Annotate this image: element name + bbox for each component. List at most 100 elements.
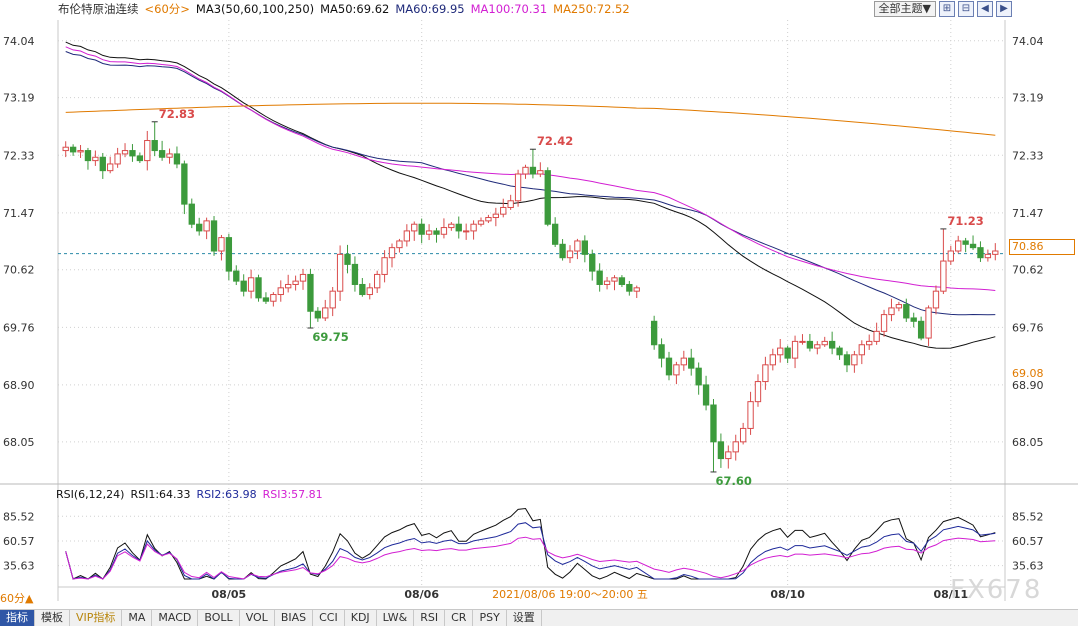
candle-body bbox=[717, 441, 725, 460]
candle-body bbox=[99, 156, 106, 172]
candle-body bbox=[917, 320, 925, 339]
candle-body bbox=[77, 150, 84, 153]
candle-body bbox=[725, 451, 732, 460]
period-label[interactable]: <60分> bbox=[144, 2, 190, 16]
candle-body bbox=[947, 250, 954, 262]
annotation-layer: 72.83 69.75 72.42 67.60 71.23 bbox=[151, 107, 984, 488]
time-axis-label: 08/05 bbox=[212, 588, 247, 601]
candle-body bbox=[665, 357, 673, 376]
candle-body bbox=[114, 153, 121, 165]
candle-body bbox=[336, 253, 344, 292]
candle-body bbox=[969, 243, 977, 249]
candle-body bbox=[873, 330, 880, 342]
candle-body bbox=[529, 166, 537, 175]
candle-body bbox=[799, 340, 806, 343]
price-axis-label-left: 73.19 bbox=[3, 92, 35, 105]
price-axis-label-left: 68.90 bbox=[3, 379, 35, 392]
rsi2-line bbox=[65, 522, 996, 580]
rsi-axis-label-left: 35.63 bbox=[3, 560, 35, 573]
candle-body bbox=[702, 384, 710, 406]
candle-body bbox=[136, 155, 144, 162]
indicator-tab[interactable]: LW& bbox=[377, 610, 415, 626]
move-right-icon[interactable]: ▶ bbox=[996, 1, 1012, 17]
rsi-axis-label-right: 60.57 bbox=[1012, 535, 1044, 548]
candle-body bbox=[225, 237, 233, 272]
low-annotation: 69.75 bbox=[312, 330, 348, 344]
chart-toolbar: 全部主题▼ ⊞ ⊟ ◀ ▶ bbox=[873, 1, 1012, 17]
indicator-tab[interactable]: VIP指标 bbox=[70, 610, 123, 626]
candle-body bbox=[84, 150, 92, 162]
candle-body bbox=[880, 314, 888, 332]
candle-body bbox=[739, 427, 747, 443]
candle-body bbox=[485, 217, 492, 222]
candle-body bbox=[762, 364, 769, 383]
indicator-tab[interactable]: BIAS bbox=[275, 610, 314, 626]
candle-body bbox=[425, 230, 433, 235]
indicator-tab[interactable]: 模板 bbox=[35, 610, 70, 626]
candle-body bbox=[955, 240, 962, 252]
price-axis-label-left: 72.33 bbox=[3, 149, 35, 162]
ma50-value: MA50:69.62 bbox=[320, 2, 390, 16]
candle-body bbox=[507, 200, 514, 208]
candle-body bbox=[514, 173, 522, 202]
candle-body bbox=[351, 263, 359, 285]
price-axis-label-right: 68.90 bbox=[1012, 379, 1044, 392]
candle-body bbox=[732, 441, 739, 453]
candle-body bbox=[903, 304, 910, 319]
indicator-tab[interactable]: KDJ bbox=[345, 610, 377, 626]
indicator-tab[interactable]: CCI bbox=[313, 610, 345, 626]
indicator-tab[interactable]: MACD bbox=[152, 610, 199, 626]
move-left-icon[interactable]: ◀ bbox=[977, 1, 993, 17]
candle-body bbox=[218, 237, 225, 252]
candle-body bbox=[618, 277, 626, 285]
indicator-tab[interactable]: 指标 bbox=[0, 610, 35, 626]
price-axis-label-right: 74.04 bbox=[1012, 35, 1044, 48]
chart-header: 布伦特原油连续 <60分> MA3(50,60,100,250) MA50:69… bbox=[0, 0, 1078, 18]
candle-body bbox=[925, 307, 932, 339]
zoom-out-icon[interactable]: ⊟ bbox=[958, 1, 974, 17]
candle-body bbox=[492, 213, 500, 219]
indicator-tab[interactable]: BOLL bbox=[198, 610, 240, 626]
candle-body bbox=[366, 287, 373, 296]
indicator-tab[interactable]: VOL bbox=[240, 610, 275, 626]
candle-body bbox=[828, 340, 836, 349]
rsi-title[interactable]: RSI(6,12,24) bbox=[56, 487, 125, 501]
theme-select-button[interactable]: 全部主题▼ bbox=[873, 1, 936, 17]
candle-body bbox=[129, 150, 136, 157]
price-axis-label-left: 71.47 bbox=[3, 207, 35, 220]
candle-body bbox=[537, 170, 544, 175]
indicator-tab[interactable]: CR bbox=[445, 610, 474, 626]
candle-body bbox=[566, 250, 574, 259]
axis-layer: 74.04 74.04 73.19 73.19 72.33 72.33 71.47 71.47… bbox=[3, 35, 1044, 601]
candle-body bbox=[551, 223, 559, 245]
candle-body bbox=[626, 283, 633, 292]
candle-body bbox=[329, 290, 336, 309]
period-tag[interactable]: 60分▲ bbox=[0, 592, 34, 605]
candle-body bbox=[695, 367, 702, 386]
indicator-tab[interactable]: MA bbox=[122, 610, 153, 626]
price-axis-label-left: 74.04 bbox=[3, 35, 35, 48]
candle-body bbox=[500, 206, 507, 215]
price-axis-label-left: 70.62 bbox=[3, 264, 35, 277]
indicator-tab[interactable]: 设置 bbox=[507, 610, 542, 626]
indicator-tab[interactable]: PSY bbox=[473, 610, 507, 626]
candle-body bbox=[603, 280, 611, 285]
candle-body bbox=[895, 304, 903, 309]
candle-body bbox=[747, 401, 754, 429]
ma-label[interactable]: MA3(50,60,100,250) bbox=[195, 2, 315, 16]
price-axis-label-right: 69.76 bbox=[1012, 321, 1044, 334]
zoom-in-icon[interactable]: ⊞ bbox=[939, 1, 955, 17]
rsi-axis-label-right: 85.52 bbox=[1012, 510, 1044, 523]
candle-body bbox=[344, 253, 351, 265]
rsi3-value: RSI3:57.81 bbox=[262, 487, 323, 501]
candle-body bbox=[777, 347, 784, 356]
indicator-tab[interactable]: RSI bbox=[414, 610, 446, 626]
candle-body bbox=[240, 280, 247, 292]
candle-body bbox=[784, 347, 791, 359]
ma60-value: MA60:69.95 bbox=[395, 2, 465, 16]
time-axis-label: 08/06 bbox=[404, 588, 439, 601]
candle-body bbox=[181, 163, 188, 205]
candle-body bbox=[403, 230, 411, 242]
